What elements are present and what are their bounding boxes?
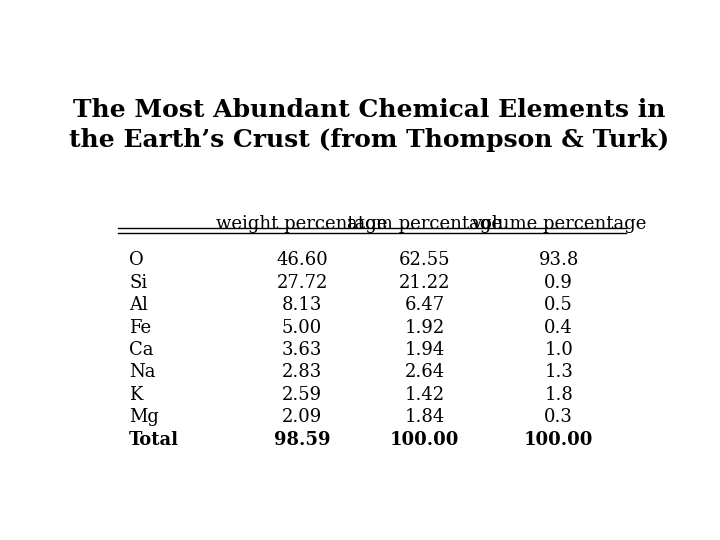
Text: Ca: Ca xyxy=(129,341,153,359)
Text: 0.4: 0.4 xyxy=(544,319,573,336)
Text: 98.59: 98.59 xyxy=(274,431,330,449)
Text: 1.84: 1.84 xyxy=(405,408,445,427)
Text: 0.3: 0.3 xyxy=(544,408,573,427)
Text: 0.5: 0.5 xyxy=(544,296,573,314)
Text: Si: Si xyxy=(129,274,148,292)
Text: 5.00: 5.00 xyxy=(282,319,322,336)
Text: atom percentage: atom percentage xyxy=(347,215,503,233)
Text: 93.8: 93.8 xyxy=(539,251,579,269)
Text: K: K xyxy=(129,386,143,404)
Text: weight percentage: weight percentage xyxy=(216,215,388,233)
Text: Total: Total xyxy=(129,431,179,449)
Text: 21.22: 21.22 xyxy=(399,274,451,292)
Text: 1.0: 1.0 xyxy=(544,341,573,359)
Text: 27.72: 27.72 xyxy=(276,274,328,292)
Text: O: O xyxy=(129,251,144,269)
Text: 8.13: 8.13 xyxy=(282,296,323,314)
Text: Al: Al xyxy=(129,296,148,314)
Text: 46.60: 46.60 xyxy=(276,251,328,269)
Text: 3.63: 3.63 xyxy=(282,341,323,359)
Text: 6.47: 6.47 xyxy=(405,296,445,314)
Text: 2.83: 2.83 xyxy=(282,363,322,381)
Text: 100.00: 100.00 xyxy=(390,431,459,449)
Text: 2.64: 2.64 xyxy=(405,363,445,381)
Text: Fe: Fe xyxy=(129,319,151,336)
Text: The Most Abundant Chemical Elements in
the Earth’s Crust (from Thompson & Turk): The Most Abundant Chemical Elements in t… xyxy=(69,98,669,152)
Text: 62.55: 62.55 xyxy=(399,251,451,269)
Text: 1.92: 1.92 xyxy=(405,319,445,336)
Text: Mg: Mg xyxy=(129,408,159,427)
Text: volume percentage: volume percentage xyxy=(471,215,647,233)
Text: 1.8: 1.8 xyxy=(544,386,573,404)
Text: 1.42: 1.42 xyxy=(405,386,445,404)
Text: 1.94: 1.94 xyxy=(405,341,445,359)
Text: 0.9: 0.9 xyxy=(544,274,573,292)
Text: 1.3: 1.3 xyxy=(544,363,573,381)
Text: 100.00: 100.00 xyxy=(524,431,593,449)
Text: Na: Na xyxy=(129,363,156,381)
Text: 2.59: 2.59 xyxy=(282,386,322,404)
Text: 2.09: 2.09 xyxy=(282,408,322,427)
